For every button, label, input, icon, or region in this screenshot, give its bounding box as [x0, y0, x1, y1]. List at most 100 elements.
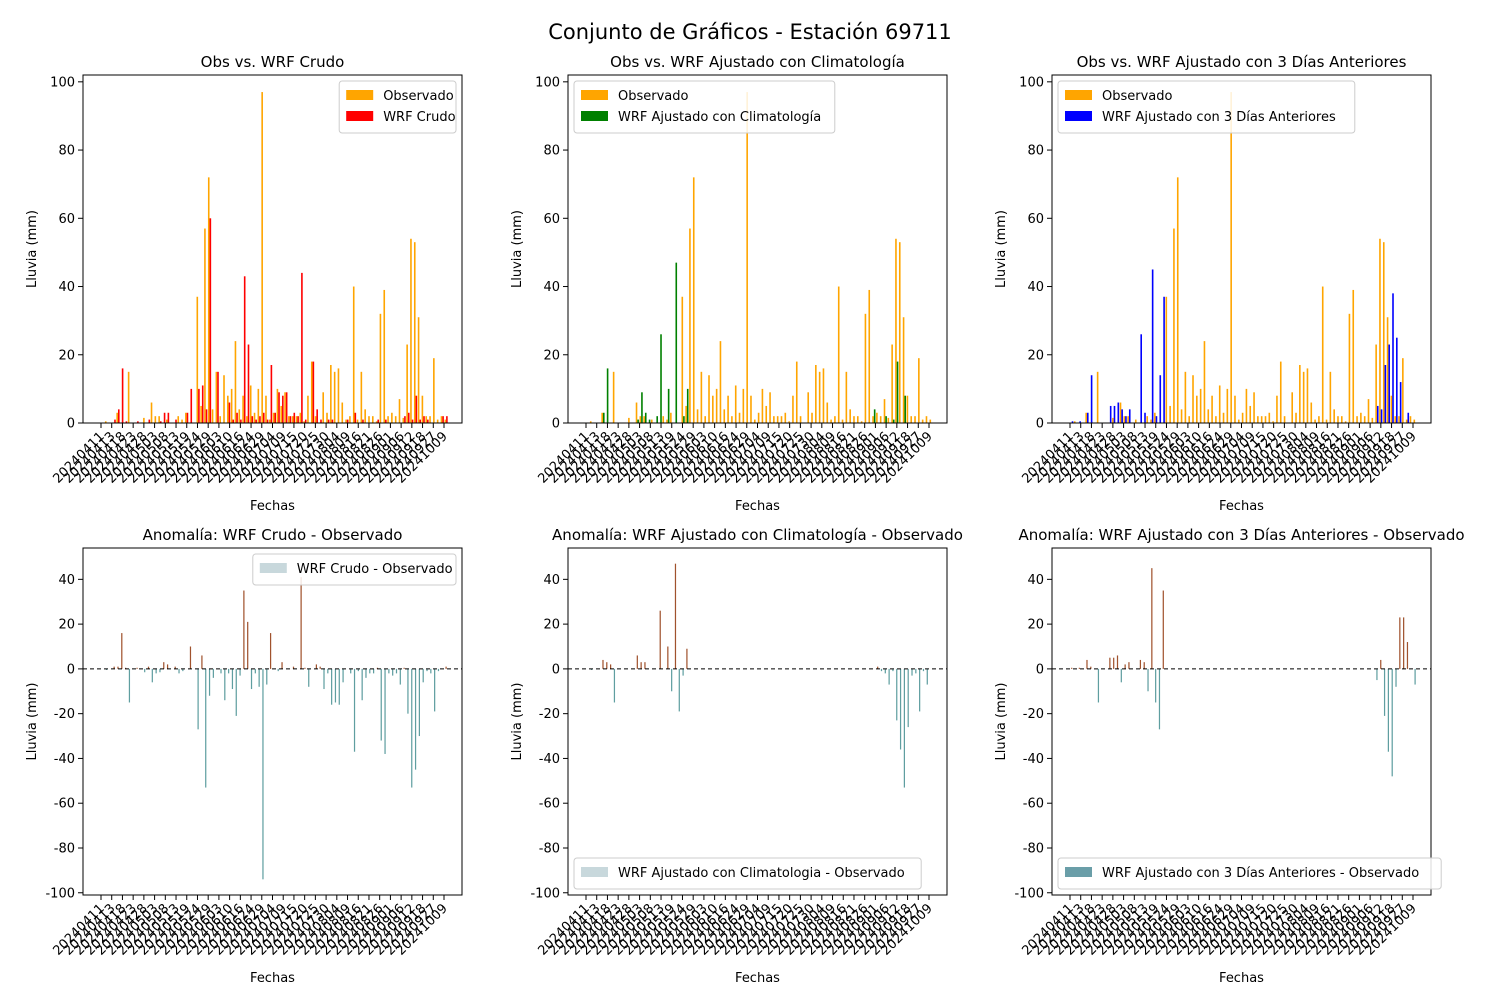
- anomaly-bar-7: [610, 664, 612, 669]
- bar-observed-57: [1283, 416, 1286, 423]
- bar-observed-90: [440, 416, 443, 423]
- bar-observed-84: [417, 317, 420, 423]
- bar-observed-27: [685, 405, 687, 423]
- bar-observed-14: [635, 402, 638, 423]
- bar-observed-54: [1272, 421, 1274, 423]
- bar-observed-69: [1329, 371, 1332, 423]
- bar-observed-76: [872, 416, 874, 423]
- bar-wrf-24: [190, 388, 193, 423]
- bar-observed-74: [379, 313, 382, 423]
- anomaly-bar-81: [892, 668, 894, 672]
- anomaly-bar-24: [674, 563, 677, 669]
- y-tick-label: 20: [1027, 618, 1044, 633]
- legend-label: WRF Crudo - Observado: [297, 562, 453, 577]
- bar-wrf-14: [1121, 409, 1123, 423]
- bar-observed-77: [1360, 412, 1362, 423]
- y-tick-label: 100: [50, 75, 75, 90]
- bar-observed-32: [1188, 416, 1190, 423]
- bar-observed-2: [104, 421, 107, 423]
- bar-wrf-23: [186, 412, 189, 423]
- bar-observed-23: [1154, 412, 1156, 423]
- bar-observed-50: [288, 416, 290, 423]
- anomaly-bar-76: [388, 668, 390, 674]
- bar-observed-51: [291, 416, 294, 423]
- bar-wrf-28: [205, 409, 208, 423]
- anomaly-bar-14: [151, 668, 153, 683]
- bar-wrf-19: [1140, 334, 1142, 423]
- bar-observed-21: [177, 416, 180, 423]
- y-tick-label: -60: [1023, 797, 1044, 812]
- legend-label: WRF Ajustado con 3 Días Anteriores: [1102, 110, 1336, 125]
- bar-observed-59: [322, 392, 325, 423]
- y-tick-label: 0: [1036, 417, 1044, 432]
- anomaly-bar-77: [877, 666, 879, 669]
- anomaly-bar-4: [113, 666, 115, 669]
- bar-wrf-42: [259, 416, 261, 423]
- bar-observed-61: [1299, 365, 1301, 423]
- bar-observed-73: [860, 421, 863, 423]
- anomaly-bar-8: [1097, 668, 1100, 703]
- anomaly-bar-59: [323, 668, 325, 690]
- bar-observed-62: [818, 371, 821, 423]
- bar-observed-85: [1390, 395, 1393, 423]
- bar-wrf-50: [289, 416, 292, 423]
- anomaly-bar-15: [640, 662, 642, 669]
- bar-observed-86: [425, 416, 428, 423]
- axes-frame: [567, 547, 948, 896]
- y-tick-label: -20: [1023, 707, 1044, 722]
- anomaly-bar-90: [926, 668, 928, 685]
- bar-observed-44: [750, 395, 752, 423]
- bar-wrf-83: [1384, 365, 1387, 423]
- bar-observed-27: [200, 405, 202, 423]
- anomaly-bar-71: [369, 668, 371, 674]
- bar-observed-38: [727, 395, 729, 423]
- legend-swatch: [1065, 90, 1092, 100]
- bar-observed-72: [857, 416, 859, 423]
- figure-title: Conjunto de Gráficos - Estación 69711: [548, 20, 952, 44]
- bar-observed-35: [715, 388, 718, 423]
- anomaly-bar-6: [606, 662, 608, 669]
- bar-observed-37: [238, 409, 241, 423]
- bar-observed-88: [1402, 358, 1404, 423]
- bar-wrf-57: [316, 409, 318, 423]
- anomaly-bar-38: [243, 590, 245, 669]
- anomaly-bar-13: [147, 666, 150, 669]
- chart-panel-6: Anomalía: WRF Ajustado con 3 Días Anteri…: [994, 526, 1465, 986]
- x-axis-label: Fechas: [1219, 971, 1264, 986]
- legend-box: [1057, 80, 1356, 134]
- anomaly-bar-48: [281, 662, 283, 669]
- y-tick-label: -20: [539, 707, 560, 722]
- anomaly-bar-41: [254, 668, 256, 674]
- bar-observed-16: [643, 416, 645, 423]
- bar-observed-21: [1146, 416, 1149, 423]
- anomaly-bar-87: [1399, 617, 1401, 669]
- bar-wrf-81: [892, 419, 895, 423]
- bar-observed-41: [1222, 412, 1225, 423]
- bar-observed-66: [1318, 416, 1320, 423]
- bar-observed-48: [280, 405, 283, 423]
- bar-observed-57: [314, 416, 317, 423]
- bar-observed-2: [589, 421, 592, 423]
- bar-wrf-20: [660, 334, 662, 423]
- bar-observed-52: [1264, 416, 1267, 423]
- bar-observed-89: [436, 419, 439, 423]
- bar-wrf-53: [301, 272, 303, 423]
- legend-label: Observado: [1102, 89, 1173, 104]
- x-axis-label: Fechas: [250, 499, 295, 514]
- bar-observed-35: [1199, 388, 1202, 423]
- bar-observed-26: [196, 296, 199, 423]
- anomaly-bar-12: [1113, 657, 1115, 669]
- anomaly-bar-39: [247, 621, 249, 669]
- bar-wrf-27: [201, 385, 204, 423]
- bar-observed-50: [1257, 416, 1259, 423]
- bar-observed-12: [628, 417, 630, 423]
- bar-wrf-85: [423, 416, 425, 423]
- anomaly-bar-89: [922, 668, 925, 672]
- bar-observed-49: [1253, 392, 1255, 423]
- bar-observed-65: [830, 419, 832, 423]
- bar-observed-26: [1165, 296, 1168, 423]
- bar-observed-71: [1337, 416, 1339, 423]
- anomaly-bar-37: [239, 668, 241, 676]
- bar-observed-40: [734, 385, 737, 423]
- x-axis-label: Fechas: [735, 971, 780, 986]
